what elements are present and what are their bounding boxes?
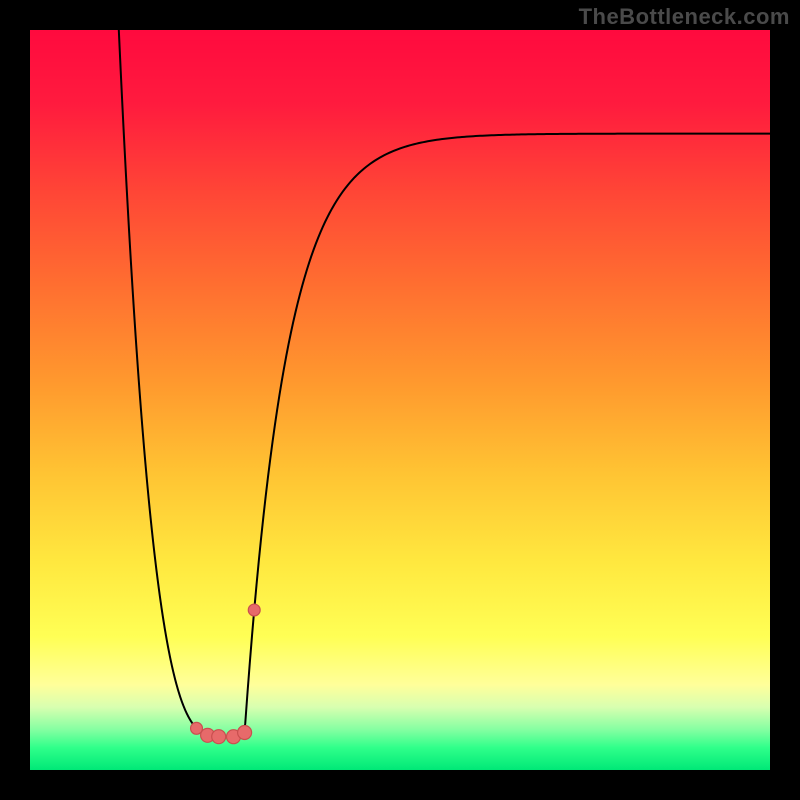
watermark-text: TheBottleneck.com	[579, 4, 790, 30]
marker-point	[238, 725, 252, 739]
marker-point	[212, 730, 226, 744]
chart-container: TheBottleneck.com	[0, 0, 800, 800]
marker-point	[248, 604, 260, 616]
bottleneck-chart	[0, 0, 800, 800]
